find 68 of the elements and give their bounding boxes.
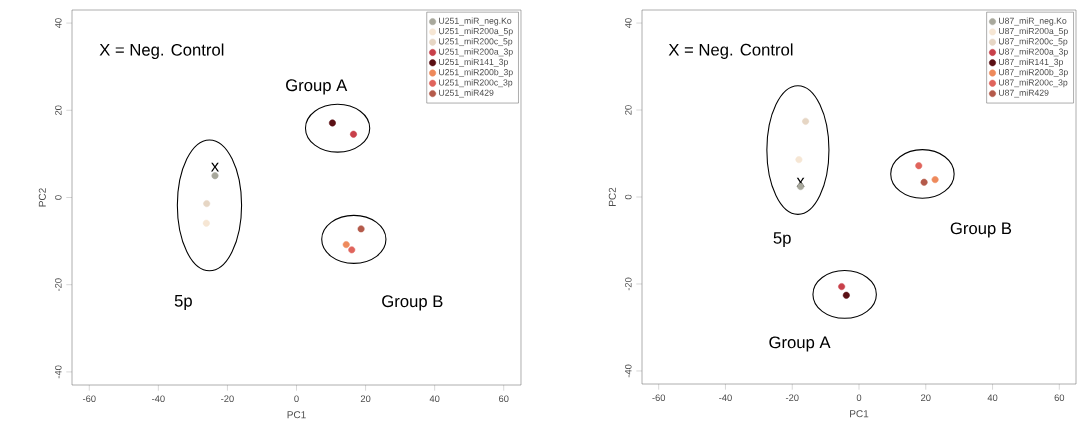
legend-label: U251_miR200a_5p [439,27,513,36]
x-tick-label: 60 [499,395,509,402]
legend-label: U251_miR141_3p [439,58,508,67]
point [342,241,350,249]
y-axis-title: PC2 [38,188,46,207]
point [838,283,846,291]
x-tick-label: -40 [152,395,165,402]
y-tick-label: 40 [625,18,632,29]
x-tick-label: -20 [221,395,234,402]
annotation: Group B [382,295,443,311]
annotation: Group A [769,336,831,352]
legend-label: U87_miR200c_5p [999,38,1068,47]
legend-label: U87_miR141_3p [999,58,1064,67]
y-tick-label: 40 [55,18,62,29]
x-axis-title: PC1 [287,411,306,419]
x-tick-label: 40 [987,394,998,401]
y-tick-label: 0 [625,194,632,200]
legend-label: U87_miR_neg.Ko [999,17,1067,26]
annotation: x [211,162,219,172]
point [348,246,356,254]
y-tick-label: -40 [55,365,62,379]
point [931,176,939,184]
y-tick-label: 0 [55,195,62,200]
point [920,178,928,186]
y-tick-label: -20 [55,278,62,292]
point [795,156,803,164]
x-axis-title: PC1 [850,410,869,418]
legend-label: U251_miR200c_5p [439,38,513,47]
annotation: 5p [174,295,192,310]
x-tick-label: 60 [1054,394,1065,401]
legend-label: U251_miR429 [439,89,494,98]
x-tick-label: 0 [294,395,299,402]
y-tick-label: 20 [625,105,632,115]
annotation: X = Neg. Control [99,43,224,60]
legend-label: U251_miR200a_3p [439,48,513,57]
annotation: Group B [950,222,1012,238]
y-tick-label: -20 [625,277,632,291]
point [202,219,210,227]
legend-label: U87_miR429 [999,89,1049,98]
legend-label: U87_miR200c_3p [999,79,1068,88]
annotation: X = Neg. Control [668,43,793,59]
point [357,225,365,233]
point [328,119,336,127]
point [915,162,923,170]
point [350,130,357,138]
point [842,291,850,299]
x-tick-label: -20 [785,394,799,401]
point [211,172,219,180]
point [203,200,211,208]
legend-label: U87_miR200b_3p [999,68,1068,77]
x-tick-label: -40 [719,394,732,401]
x-tick-label: -60 [82,395,96,402]
legend-label: U87_miR200a_3p [999,48,1068,57]
y-tick-label: -40 [625,364,632,378]
annotation: 5p [773,232,791,248]
x-tick-label: 40 [429,395,440,402]
x-tick-label: 20 [360,395,371,402]
y-tick-label: 20 [55,105,62,116]
legend-label: U251_miR200c_3p [439,79,513,88]
x-tick-label: 20 [921,394,931,401]
legend-label: U251_miR_neg.Ko [439,17,512,26]
x-tick-label: 0 [856,394,862,401]
x-tick-label: -60 [652,394,666,401]
y-axis-title: PC2 [608,187,616,206]
legend-label: U251_miR200b_3p [439,68,513,77]
annotation: Group A [286,79,348,95]
legend-label: U87_miR200a_5p [999,27,1068,36]
point [802,117,810,125]
